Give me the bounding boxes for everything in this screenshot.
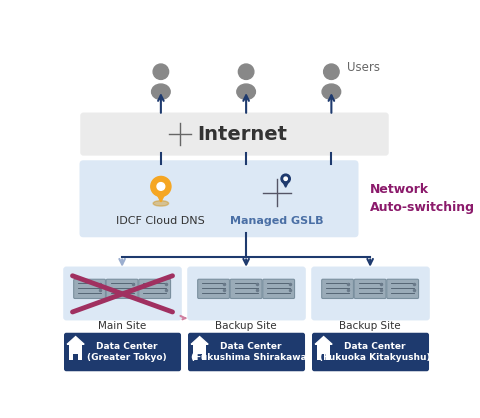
FancyBboxPatch shape [79, 160, 358, 237]
FancyArrowPatch shape [328, 95, 334, 113]
Ellipse shape [153, 201, 168, 206]
FancyBboxPatch shape [321, 279, 353, 298]
FancyBboxPatch shape [188, 333, 304, 371]
Circle shape [156, 183, 165, 190]
FancyArrowPatch shape [243, 95, 248, 113]
Text: Main Site: Main Site [98, 321, 146, 331]
FancyBboxPatch shape [353, 279, 385, 298]
FancyArrowPatch shape [119, 259, 125, 265]
Text: Backup Site: Backup Site [215, 321, 276, 331]
Text: Users: Users [346, 61, 379, 74]
Text: IDCF Cloud DNS: IDCF Cloud DNS [116, 217, 205, 227]
Ellipse shape [236, 84, 255, 99]
FancyBboxPatch shape [386, 279, 418, 298]
Circle shape [283, 177, 287, 181]
Circle shape [280, 174, 290, 184]
Circle shape [153, 64, 168, 79]
Polygon shape [282, 181, 288, 187]
Text: Data Center
(Greater Tokyo): Data Center (Greater Tokyo) [87, 342, 166, 362]
Text: Network
Auto-switching: Network Auto-switching [369, 183, 474, 214]
FancyBboxPatch shape [63, 267, 181, 321]
FancyArrowPatch shape [367, 259, 372, 265]
FancyBboxPatch shape [317, 344, 329, 360]
FancyArrowPatch shape [243, 259, 248, 265]
FancyBboxPatch shape [262, 279, 294, 298]
Polygon shape [155, 189, 167, 202]
Circle shape [151, 176, 170, 196]
FancyBboxPatch shape [106, 279, 138, 298]
FancyBboxPatch shape [187, 267, 305, 321]
Circle shape [323, 64, 338, 79]
Ellipse shape [151, 84, 170, 99]
FancyBboxPatch shape [311, 267, 429, 321]
FancyArrowPatch shape [180, 316, 185, 320]
FancyBboxPatch shape [197, 279, 229, 298]
Text: Managed GSLB: Managed GSLB [230, 217, 323, 227]
FancyBboxPatch shape [197, 354, 202, 360]
FancyBboxPatch shape [73, 354, 78, 360]
Ellipse shape [322, 84, 340, 99]
FancyBboxPatch shape [230, 279, 262, 298]
FancyBboxPatch shape [69, 344, 82, 360]
FancyBboxPatch shape [139, 279, 170, 298]
Polygon shape [191, 336, 208, 344]
FancyBboxPatch shape [80, 112, 388, 155]
Text: Data Center
(Fukushima Shirakawa): Data Center (Fukushima Shirakawa) [191, 342, 310, 362]
FancyBboxPatch shape [64, 333, 180, 371]
FancyBboxPatch shape [73, 279, 105, 298]
Text: Internet: Internet [197, 125, 287, 144]
FancyBboxPatch shape [312, 333, 428, 371]
Circle shape [238, 64, 253, 79]
FancyBboxPatch shape [193, 344, 205, 360]
Polygon shape [67, 336, 84, 344]
Text: Backup Site: Backup Site [338, 321, 400, 331]
Text: Data Center
(Fukuoka Kitakyushu): Data Center (Fukuoka Kitakyushu) [318, 342, 430, 362]
FancyBboxPatch shape [321, 354, 325, 360]
Polygon shape [314, 336, 332, 344]
FancyArrowPatch shape [158, 95, 163, 113]
